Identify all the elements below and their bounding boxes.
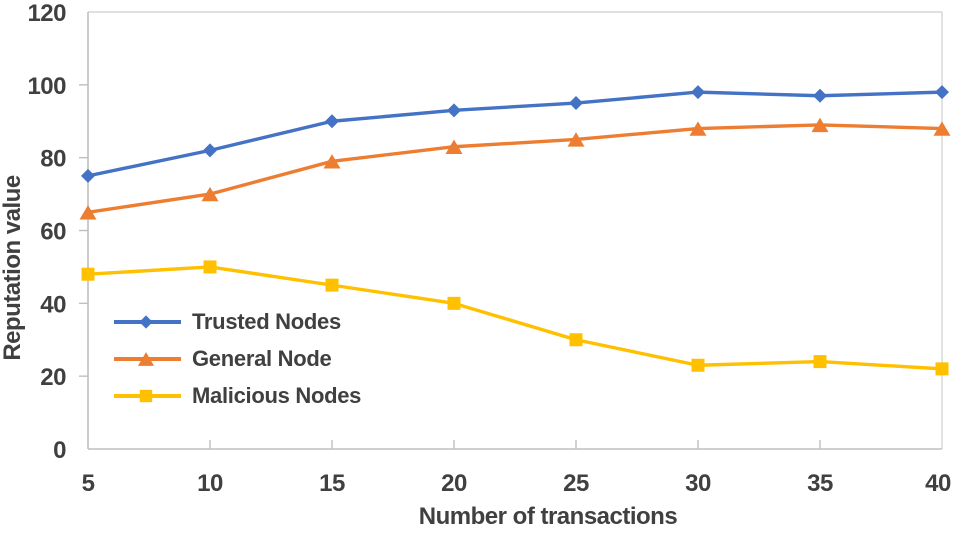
data-point-marker bbox=[447, 296, 461, 310]
legend-item-general-node: General Node bbox=[113, 344, 361, 374]
legend-label-general-node: General Node bbox=[192, 346, 332, 371]
data-point-marker bbox=[567, 132, 585, 147]
series-general-node bbox=[79, 117, 951, 220]
series-line-general-node bbox=[86, 123, 944, 214]
trusted-nodes-line-marker-icon bbox=[114, 315, 181, 329]
y-tick-label: 100 bbox=[27, 73, 66, 100]
data-point-marker bbox=[79, 205, 97, 220]
data-point-marker bbox=[569, 96, 583, 111]
series-trusted-nodes bbox=[81, 85, 949, 183]
y-tick-label: 0 bbox=[53, 437, 66, 464]
legend-item-trusted-nodes: Trusted Nodes bbox=[113, 307, 361, 337]
data-point-marker bbox=[691, 85, 705, 100]
data-point-marker bbox=[691, 358, 705, 372]
data-point-marker bbox=[203, 143, 217, 158]
data-point-marker bbox=[935, 362, 949, 376]
data-point-marker bbox=[203, 260, 217, 274]
y-tick-label: 120 bbox=[27, 0, 66, 27]
series-malicious-nodes bbox=[81, 260, 949, 376]
x-tick-label: 35 bbox=[807, 470, 833, 497]
data-point-marker bbox=[201, 186, 219, 202]
series-line-malicious-nodes bbox=[86, 265, 944, 371]
x-tick-label: 15 bbox=[319, 470, 345, 497]
general-node-line-marker-icon bbox=[114, 352, 181, 366]
data-point-marker bbox=[569, 333, 583, 347]
data-point-marker bbox=[811, 117, 829, 133]
x-tick-label: 5 bbox=[82, 470, 95, 497]
x-tick-label: 20 bbox=[441, 470, 467, 497]
data-point-marker bbox=[323, 154, 341, 169]
x-tick-label: 10 bbox=[197, 470, 223, 497]
data-point-marker bbox=[445, 139, 463, 154]
x-axis-title: Number of transactions bbox=[418, 503, 678, 530]
data-point-marker bbox=[325, 114, 339, 129]
x-tick-label: 30 bbox=[685, 470, 711, 497]
y-axis-title: Reputation value bbox=[0, 175, 26, 361]
y-tick-label: 80 bbox=[40, 146, 66, 173]
y-tick-label: 60 bbox=[40, 219, 66, 246]
data-point-marker bbox=[935, 85, 949, 100]
x-tick-label: 25 bbox=[563, 470, 589, 497]
series-line-trusted-nodes bbox=[86, 90, 944, 178]
data-point-marker bbox=[933, 121, 951, 136]
data-point-marker bbox=[813, 355, 827, 369]
data-point-marker bbox=[447, 103, 461, 118]
legend-label-trusted-nodes: Trusted Nodes bbox=[192, 309, 341, 334]
data-point-marker bbox=[81, 267, 95, 281]
malicious-nodes-line-marker-icon bbox=[114, 389, 181, 403]
data-point-marker bbox=[325, 278, 339, 292]
y-tick-label: 40 bbox=[40, 291, 66, 318]
data-point-marker bbox=[813, 88, 827, 103]
x-tick-label: 40 bbox=[925, 470, 951, 497]
y-tick-label: 20 bbox=[40, 364, 66, 391]
legend-item-malicious-nodes: Malicious Nodes bbox=[113, 381, 361, 411]
legend-label-malicious-nodes: Malicious Nodes bbox=[192, 383, 362, 408]
data-point-marker bbox=[689, 121, 707, 136]
chart-legend: Trusted Nodes General Node Malicious Nod… bbox=[113, 307, 361, 418]
data-point-marker bbox=[81, 168, 95, 183]
